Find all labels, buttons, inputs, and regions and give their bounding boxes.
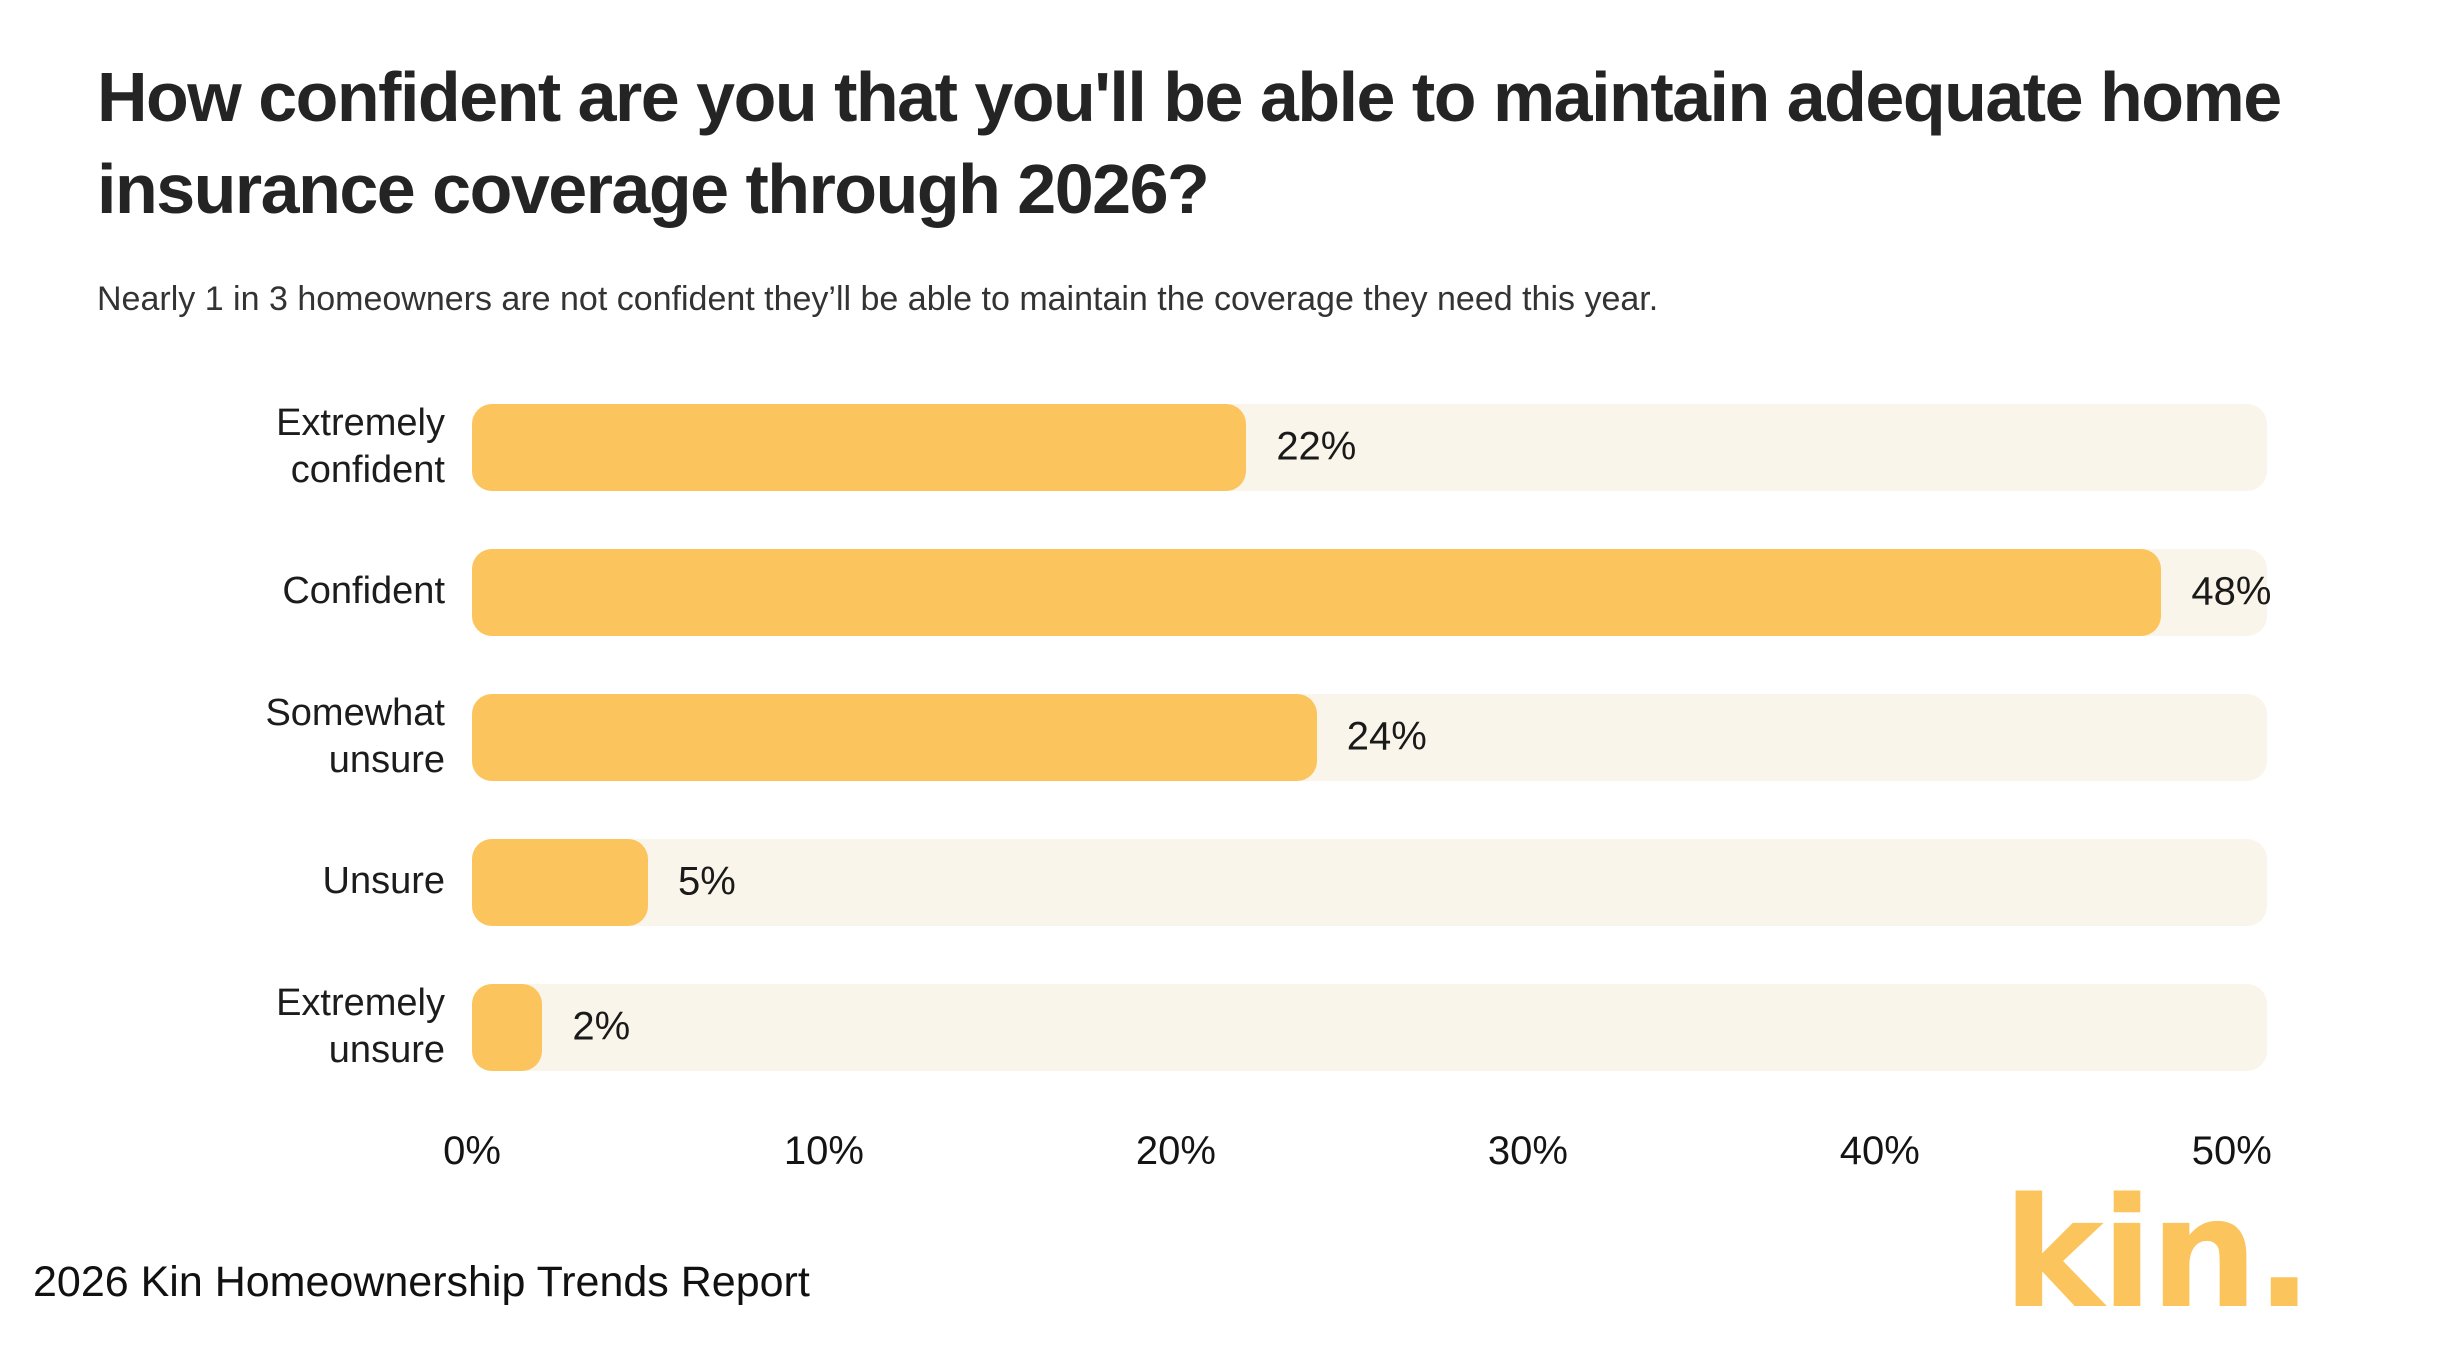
chart-subtitle: Nearly 1 in 3 homeowners are not confide… bbox=[97, 280, 1659, 319]
bar-track: 48% bbox=[472, 548, 2271, 636]
chart-row: Confident 48% bbox=[0, 548, 2271, 636]
x-axis-tick: 0% bbox=[443, 1128, 501, 1173]
chart-row: Somewhat unsure 24% bbox=[0, 691, 2267, 782]
bar bbox=[472, 548, 2162, 636]
x-axis: 0% 10% 20% 30% 40% 50% bbox=[443, 1128, 2272, 1183]
chart-row: Extremely confident 22% bbox=[0, 401, 2267, 492]
value-label: 48% bbox=[2191, 569, 2272, 614]
bar bbox=[472, 403, 1247, 491]
chart-title: How confident are you that you'll be abl… bbox=[97, 58, 2282, 228]
x-axis-tick: 10% bbox=[783, 1128, 864, 1173]
value-label: 5% bbox=[677, 859, 736, 904]
axis-spacer bbox=[0, 1129, 472, 1183]
x-axis-tick: 20% bbox=[1135, 1128, 1216, 1173]
x-axis-tick: 40% bbox=[1839, 1128, 1920, 1173]
category-label: Extremely unsure bbox=[276, 981, 445, 1072]
chart-row: Extremely unsure 2% bbox=[0, 981, 2267, 1072]
kin-logo: kin. bbox=[2002, 1165, 2313, 1342]
bar bbox=[472, 838, 648, 926]
bar-chart: Extremely confident 22% Confident 48% So… bbox=[0, 401, 2444, 1183]
value-label: 2% bbox=[572, 1004, 631, 1049]
category-label: Unsure bbox=[322, 860, 446, 903]
bar-track: 22% bbox=[472, 403, 2267, 491]
value-label: 24% bbox=[1346, 714, 1427, 759]
bar-track: 5% bbox=[472, 838, 2267, 926]
x-axis-tick: 30% bbox=[1487, 1128, 1568, 1173]
chart-rows: Extremely confident 22% Confident 48% So… bbox=[0, 401, 2271, 1072]
category-label: Somewhat unsure bbox=[265, 691, 445, 782]
value-label: 22% bbox=[1276, 424, 1357, 469]
x-axis-row: 0% 10% 20% 30% 40% 50% bbox=[0, 1128, 2272, 1183]
category-label: Extremely confident bbox=[276, 401, 445, 492]
bar-track: 2% bbox=[472, 983, 2267, 1071]
x-axis-tick: 50% bbox=[2191, 1128, 2272, 1173]
category-label: Confident bbox=[282, 570, 445, 613]
chart-row: Unsure 5% bbox=[0, 838, 2267, 926]
bar bbox=[472, 693, 1317, 781]
bar-track: 24% bbox=[472, 693, 2267, 781]
bar bbox=[472, 983, 543, 1071]
source-label: 2026 Kin Homeownership Trends Report bbox=[33, 1258, 810, 1306]
